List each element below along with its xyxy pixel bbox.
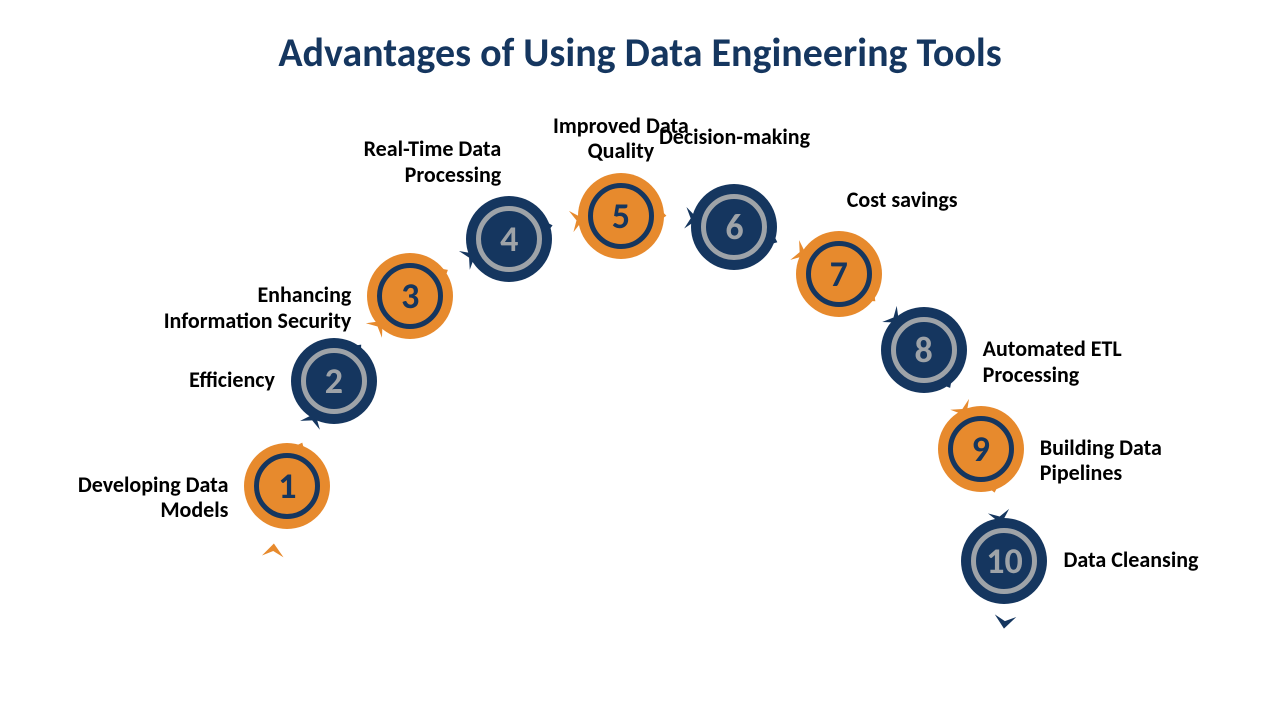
arc-node-number: 5 — [612, 194, 630, 238]
arc-node-label: Decision-making — [624, 124, 844, 149]
arc-tail-end — [985, 610, 1019, 640]
arc-node-10: 10 — [961, 518, 1047, 604]
arc-node-1: 1 — [244, 443, 330, 529]
arc-node-4: 4 — [466, 196, 552, 282]
arc-node-number: 7 — [830, 252, 848, 296]
arc-node-number: 9 — [972, 427, 990, 471]
arc-node-number: 1 — [278, 464, 296, 508]
arc-node-label: Enhancing Information Security — [111, 282, 351, 333]
arc-node-6: 6 — [691, 184, 777, 270]
arc-node-label: Cost savings — [847, 187, 1067, 212]
arc-node-3: 3 — [367, 253, 453, 339]
arc-node-8: 8 — [881, 307, 967, 393]
arc-node-7: 7 — [796, 231, 882, 317]
arc-node-5: 5 — [578, 173, 664, 259]
arc-tail-start — [260, 534, 293, 563]
arc-diagram: 1 Developing Data Models 2 Efficiency 3 Enhan… — [0, 0, 1280, 720]
arc-node-number: 10 — [986, 539, 1023, 583]
arc-node-label: Efficiency — [35, 367, 275, 392]
arc-node-2: 2 — [291, 338, 377, 424]
arc-node-label: Real-Time Data Processing — [281, 136, 501, 187]
arc-node-9: 9 — [938, 406, 1024, 492]
arc-node-number: 2 — [325, 359, 343, 403]
arc-node-label: Automated ETL Processing — [983, 336, 1223, 387]
arc-node-label: Building Data Pipelines — [1040, 435, 1280, 486]
arc-node-label: Developing Data Models — [0, 472, 228, 523]
arc-node-number: 3 — [401, 274, 419, 318]
arc-node-number: 4 — [500, 217, 518, 261]
arc-node-label: Data Cleansing — [1063, 547, 1280, 572]
arc-node-number: 8 — [915, 328, 933, 372]
arc-node-number: 6 — [725, 205, 743, 249]
